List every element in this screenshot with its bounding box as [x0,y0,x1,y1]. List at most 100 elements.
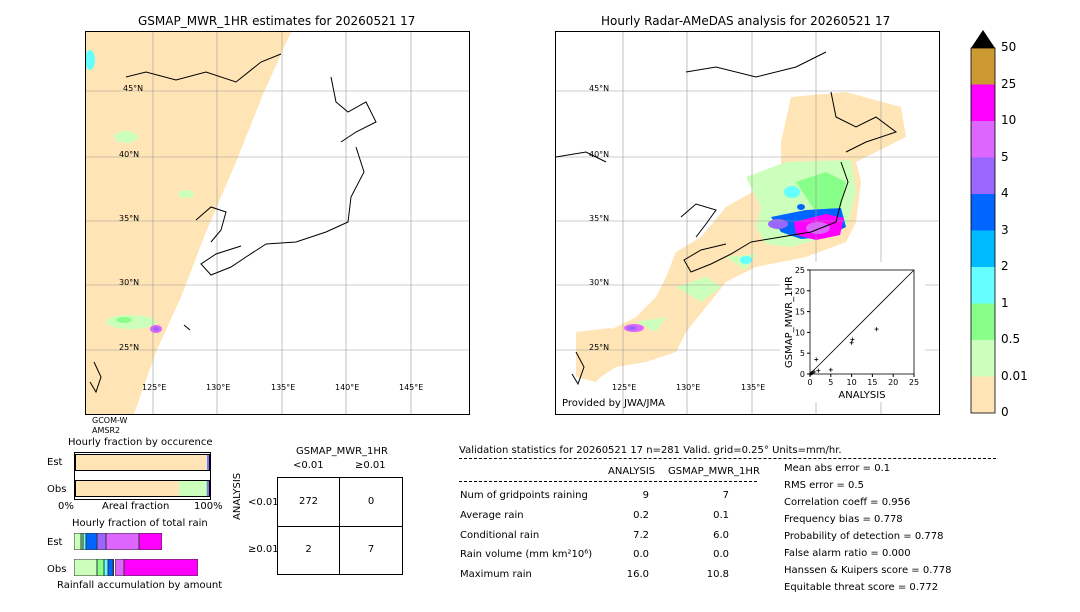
right-map-canvas [556,32,939,414]
rain-fraction-chart [74,532,209,578]
validation-row-label: Conditional rain [460,530,540,541]
left-lat-label: 45°N [123,84,144,93]
scatter-xtick-label: 20 [888,378,898,387]
left-map-canvas [86,32,469,414]
fraction-bar-outline [75,480,210,497]
left-lat-label: 30°N [119,278,140,287]
right-lon-label: 130°E [676,383,701,392]
left-map-title: GSMAP_MWR_1HR estimates for 20260521 17 [138,14,416,28]
scatter-point [814,357,819,362]
scatter-xtick-label: 15 [867,378,877,387]
right-map-rain-light [636,317,666,332]
left-map-rain-patch [86,50,95,70]
right-map-rain-moderate [740,256,752,264]
right-map-rain-moderate [797,204,805,210]
validation-row-analysis: 0.2 [633,510,649,521]
occurrence-label-obs: Obs [47,484,67,495]
fraction-bar-segment [74,533,81,550]
colorbar-segment [971,84,995,121]
fraction-bar-segment [207,454,209,471]
left-map: 45°N 40°N 35°N 30°N 25°N 125°E 130°E 135… [85,31,470,415]
validation-divider [459,481,757,482]
validation-row-analysis: 0.0 [633,549,649,560]
validation-row-label: Rain volume (mm km²10⁶) [460,549,593,560]
right-lat-label: 35°N [589,214,610,223]
occurrence-label-est: Est [47,457,63,468]
right-lon-label: 125°E [612,383,637,392]
scatter-xlabel: ANALYSIS [838,390,885,401]
score-line: Equitable threat score = 0.772 [784,582,939,593]
colorbar-tick-label: 2 [1001,259,1009,273]
score-line: Correlation coeff = 0.956 [784,497,911,508]
occurrence-bar-est [75,454,210,471]
validation-row-analysis: 16.0 [626,569,649,580]
score-line: Mean abs error = 0.1 [784,463,891,474]
colorbar [970,30,996,414]
scatter-point [816,368,821,373]
left-map-coastline [89,53,377,394]
fraction-bar-segment [138,533,162,550]
fraction-bar-segment [75,480,179,497]
validation-divider [459,458,996,459]
colorbar-tick-label: 0 [1001,405,1009,419]
contingency-title: GSMAP_MWR_1HR [296,446,388,457]
colorbar-segment [971,376,995,413]
validation-header: Validation statistics for 20260521 17 n=… [459,445,842,456]
left-map-swath-zero [86,32,291,414]
left-lon-label: 125°E [142,383,167,392]
left-lon-label: 130°E [206,383,231,392]
colorbar-tick-label: 5 [1001,149,1009,164]
fraction-bar-segment [103,559,108,576]
colorbar-segment [971,157,995,194]
colorbar-segment [971,340,995,377]
validation-row-gsmap: 10.8 [706,569,729,580]
colorbar-tick-label: 3 [1001,222,1009,237]
contingency-col-lt: <0.01 [293,460,324,471]
contingency-row-axis: ANALYSIS [232,472,243,520]
scatter-point [809,371,814,376]
scatter-plot: 0 5 10 15 20 25 0 5 10 15 20 25 ANALYSIS GSMAP_MWR_1H… [784,266,919,401]
right-map-rain-heavy [806,222,830,234]
rain-fraction-xlabel: Rainfall accumulation by amount [57,580,223,591]
scatter-xtick-label: 25 [909,378,919,387]
colorbar-canvas [970,30,996,414]
fraction-bar-segment [106,533,139,550]
contingency-col-ge: ≥0.01 [355,460,386,471]
sensor-name: AMSR2 [92,426,121,435]
score-line: Frequency bias = 0.778 [784,514,903,525]
contingency-table: 272 0 2 7 [277,477,403,575]
right-lat-label: 45°N [589,84,610,93]
colorbar-segment [971,230,995,267]
occurrence-chart [74,452,211,500]
colorbar-arrow [971,30,995,48]
colorbar-tick-label: 10 [1001,113,1017,127]
fraction-bar-segment [123,559,199,576]
left-lon-label: 135°E [271,383,296,392]
colorbar-tick-label: 0.5 [1001,332,1021,346]
scatter-ylabel: GSMAP_MWR_1HR [784,276,795,368]
scatter-point [828,367,833,372]
scatter-point [812,369,817,374]
validation-row-gsmap: 0.0 [713,549,729,560]
validation-row-label: Num of gridpoints raining [460,490,588,501]
fraction-bar-outline [75,454,210,471]
colorbar-segment [971,303,995,340]
contingency-cell: 7 [367,544,375,555]
fraction-bar-segment [83,533,87,550]
left-map-rain-patch [106,315,156,329]
scatter-xtick-label: 0 [807,378,812,387]
right-map-rain-moderate [784,186,800,198]
fraction-bar-segment [114,559,124,576]
fraction-bar-segment [207,480,209,497]
contingency-row-ge: ≥0.01 [248,544,279,555]
right-map-rain-heavy [627,326,637,330]
rain-fraction-label-est: Est [47,537,63,548]
right-map-coverage-zero [576,328,618,382]
fraction-bar-segment [75,454,206,471]
colorbar-segment [971,267,995,304]
satellite-name: GCOM-W [92,416,128,425]
scatter-ytick-label: 10 [795,328,805,337]
contingency-cell: 272 [298,496,319,507]
colorbar-tick-label: 0.01 [1001,368,1028,383]
left-lon-label: 145°E [399,383,424,392]
